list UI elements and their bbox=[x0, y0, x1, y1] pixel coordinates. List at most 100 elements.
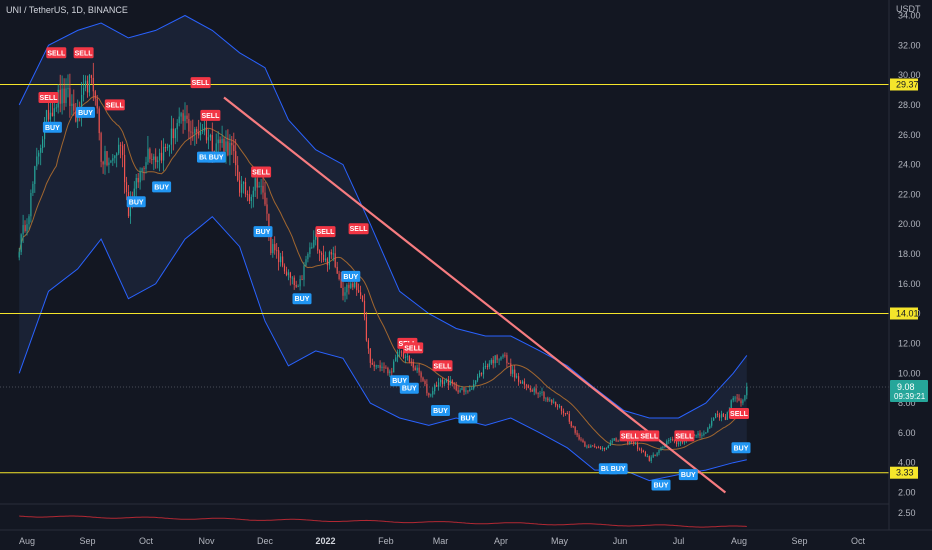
candle bbox=[155, 148, 157, 169]
candle bbox=[151, 153, 153, 165]
candle bbox=[116, 152, 118, 168]
sell-signal: SELL bbox=[73, 47, 94, 59]
candle bbox=[88, 74, 90, 97]
candle bbox=[455, 381, 457, 392]
candle bbox=[75, 103, 77, 123]
candle bbox=[264, 181, 266, 207]
candle bbox=[159, 148, 161, 172]
candle bbox=[278, 247, 280, 271]
trendline[interactable] bbox=[223, 96, 727, 494]
candle bbox=[192, 119, 194, 141]
candle bbox=[430, 393, 432, 398]
candle bbox=[422, 376, 424, 382]
candle bbox=[490, 358, 492, 365]
candle bbox=[428, 392, 430, 398]
candle bbox=[86, 75, 89, 98]
buy-signal: BUY bbox=[651, 479, 671, 491]
candle bbox=[570, 420, 572, 428]
candle bbox=[207, 129, 209, 150]
candle bbox=[135, 174, 137, 200]
candle bbox=[697, 430, 699, 438]
candle bbox=[108, 157, 110, 174]
symbol-title[interactable]: UNI / TetherUS, 1D, BINANCE bbox=[6, 5, 128, 15]
candle bbox=[139, 167, 141, 190]
price-tick: 22.00 bbox=[898, 189, 921, 199]
candle bbox=[313, 230, 315, 249]
sell-signal: SELL bbox=[251, 166, 272, 178]
candle bbox=[707, 426, 709, 433]
trendline-segment[interactable] bbox=[223, 96, 727, 494]
signal-label: SELL bbox=[404, 345, 423, 352]
time-axis-labels[interactable]: Aug Sep Oct Nov Dec 2022 Feb Mar Apr May Jun Jul Aug… bbox=[19, 536, 866, 546]
sell-signal: SELL bbox=[619, 430, 640, 442]
candle bbox=[635, 441, 637, 445]
candle bbox=[588, 444, 590, 449]
candle bbox=[482, 362, 485, 379]
sell-signal: SELL bbox=[674, 430, 695, 442]
candle bbox=[200, 122, 202, 141]
candle bbox=[147, 136, 149, 165]
price-tick: 20.00 bbox=[898, 219, 921, 229]
buy-signal: BUY bbox=[292, 293, 312, 305]
candle bbox=[404, 354, 407, 364]
time-label: Jul bbox=[673, 536, 685, 546]
buy-signal: BUY bbox=[399, 382, 419, 394]
time-label: 2022 bbox=[315, 536, 335, 546]
price-tick: 16.00 bbox=[898, 279, 921, 289]
candle bbox=[432, 387, 434, 398]
candle bbox=[469, 385, 471, 392]
signal-label: BUY bbox=[392, 378, 407, 385]
candle bbox=[638, 447, 641, 451]
candle bbox=[471, 386, 473, 390]
sell-signal: SELL bbox=[190, 77, 211, 89]
price-tick: 26.00 bbox=[898, 130, 921, 140]
candle bbox=[457, 386, 459, 394]
current-price-countdown: 09:39:21 bbox=[894, 392, 926, 401]
horizontal-levels[interactable] bbox=[0, 84, 889, 474]
indicator-line bbox=[19, 515, 747, 528]
signal-label: SELL bbox=[317, 229, 336, 236]
candle bbox=[703, 430, 705, 437]
candle bbox=[114, 155, 116, 164]
candle bbox=[295, 280, 297, 288]
signal-label: BUY bbox=[654, 483, 669, 490]
candle bbox=[184, 102, 186, 130]
candle bbox=[479, 370, 481, 378]
current-price-badge: 9.08 09:39:21 bbox=[890, 380, 928, 402]
candle bbox=[168, 144, 170, 157]
candle bbox=[488, 360, 490, 370]
candle bbox=[576, 430, 578, 438]
candle bbox=[112, 154, 114, 166]
candle bbox=[738, 394, 740, 402]
candle bbox=[166, 143, 169, 151]
sell-signal: SELL bbox=[315, 226, 336, 238]
candle bbox=[572, 425, 574, 429]
time-label: Apr bbox=[494, 536, 508, 546]
candle bbox=[637, 441, 639, 452]
candle bbox=[59, 74, 61, 113]
candle bbox=[274, 236, 276, 255]
candle bbox=[198, 119, 200, 139]
candle bbox=[603, 447, 605, 452]
candle bbox=[30, 189, 32, 223]
candle bbox=[527, 384, 529, 389]
candle bbox=[519, 380, 522, 384]
candle bbox=[443, 379, 446, 387]
candle bbox=[202, 124, 204, 135]
candle bbox=[654, 454, 656, 457]
signal-label: SELL bbox=[40, 95, 59, 102]
signal-label: SELL bbox=[192, 80, 211, 87]
buy-signal: BUY bbox=[608, 463, 628, 475]
candle bbox=[701, 432, 703, 439]
candle bbox=[94, 90, 96, 106]
candle bbox=[672, 436, 674, 442]
candle bbox=[348, 282, 350, 295]
candle bbox=[724, 414, 726, 421]
candle bbox=[98, 106, 100, 141]
price-tick: 8.00 bbox=[898, 398, 916, 408]
candle bbox=[564, 412, 566, 416]
candle bbox=[122, 141, 124, 168]
signal-label: BUY bbox=[734, 445, 749, 452]
candle bbox=[18, 247, 20, 261]
